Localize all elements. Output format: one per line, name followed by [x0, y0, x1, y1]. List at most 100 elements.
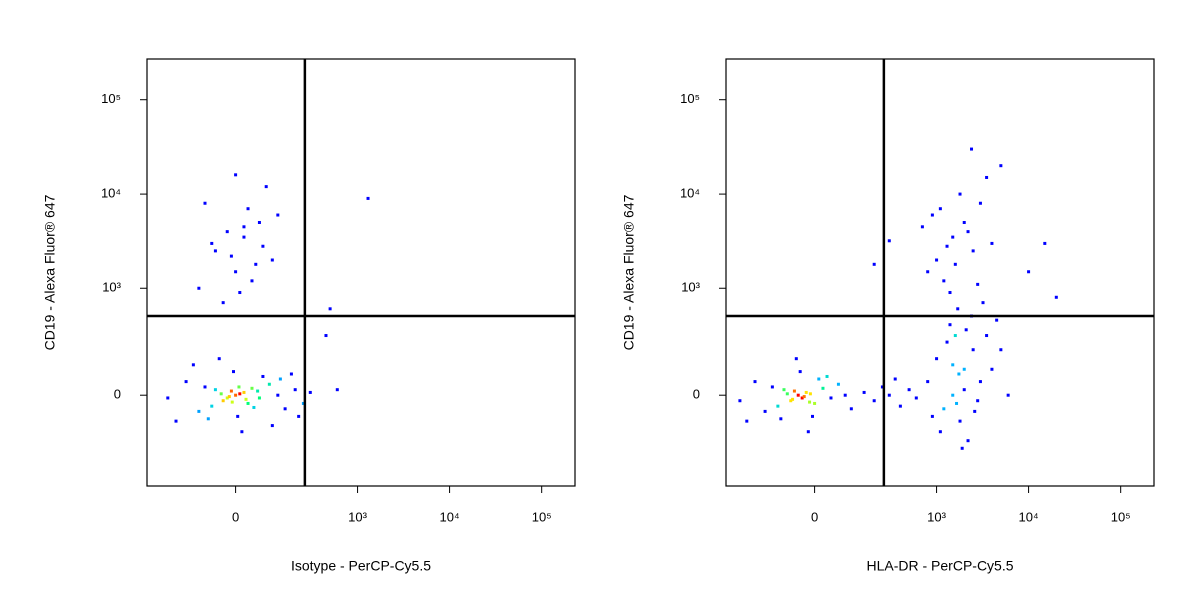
event-dot — [981, 301, 985, 305]
event-dot — [990, 367, 994, 371]
event-dot — [872, 262, 876, 266]
event-dot — [999, 164, 1003, 168]
event-dot — [250, 279, 254, 283]
event-dot — [821, 386, 825, 390]
event-dot — [261, 244, 265, 248]
event-dot — [930, 414, 934, 418]
event-dot — [794, 357, 798, 361]
event-dot — [237, 385, 241, 389]
event-dot — [887, 239, 891, 243]
event-dot — [197, 286, 201, 290]
event-dot — [953, 334, 957, 338]
event-dot — [817, 377, 821, 381]
event-dot — [945, 244, 949, 248]
x-tick-label: 10⁴ — [1019, 509, 1039, 524]
event-dot — [953, 262, 957, 266]
event-dot — [893, 377, 897, 381]
y-axis-label: CD19 - Alexa Fluor® 647 — [42, 194, 58, 350]
event-dot — [324, 334, 328, 338]
event-dot — [804, 390, 808, 394]
event-dot — [234, 173, 238, 177]
event-dot — [770, 385, 774, 389]
event-dot — [174, 419, 178, 423]
event-dot — [971, 249, 975, 253]
event-dot — [236, 414, 240, 418]
y-tick-label: 10⁵ — [101, 91, 121, 106]
event-dot — [301, 401, 305, 405]
plot-frame — [725, 58, 1155, 487]
event-dot — [229, 389, 233, 393]
event-dot — [955, 401, 959, 405]
event-dot — [203, 385, 207, 389]
event-dot — [920, 225, 924, 229]
event-dot — [962, 367, 966, 371]
event-dot — [221, 301, 225, 305]
event-dot — [267, 382, 271, 386]
event-dot — [210, 404, 214, 408]
event-dot — [753, 380, 757, 384]
y-tick-label: 10⁵ — [680, 91, 700, 106]
event-dot — [276, 213, 280, 217]
event-dot — [782, 388, 786, 392]
event-dot — [862, 390, 866, 394]
event-dot — [257, 396, 261, 400]
event-dot — [978, 201, 982, 205]
event-dot — [278, 377, 282, 381]
event-dot — [776, 404, 780, 408]
event-dot — [335, 388, 339, 392]
x-tick-label: 10⁴ — [440, 509, 460, 524]
event-dot — [930, 213, 934, 217]
event-dot — [219, 392, 223, 396]
event-dot — [270, 258, 274, 262]
x-tick-label: 10⁵ — [1111, 509, 1131, 524]
event-dot — [907, 388, 911, 392]
event-dot — [225, 396, 229, 400]
y-axis-label: CD19 - Alexa Fluor® 647 — [621, 194, 637, 350]
event-dot — [970, 147, 974, 151]
event-dot — [995, 318, 999, 322]
event-dot — [206, 417, 210, 421]
event-dot — [813, 401, 817, 405]
event-dot — [242, 235, 246, 239]
event-dot — [976, 399, 980, 403]
y-tick-label: 10³ — [681, 280, 700, 295]
event-dot — [328, 307, 332, 311]
x-tick-label: 10³ — [348, 509, 367, 524]
event-dot — [887, 393, 891, 397]
event-dot — [958, 419, 962, 423]
event-dot — [225, 230, 229, 234]
event-dot — [948, 291, 952, 295]
y-tick-label: 10⁴ — [680, 186, 700, 201]
event-dot — [964, 328, 968, 332]
event-dot — [971, 348, 975, 352]
event-dot — [217, 357, 221, 361]
event-dot — [227, 395, 231, 399]
event-dot — [1043, 241, 1047, 245]
event-dot — [796, 393, 800, 397]
event-dot — [779, 417, 783, 421]
event-dot — [264, 185, 268, 189]
event-dot — [935, 357, 939, 361]
event-dot — [240, 430, 244, 434]
event-dot — [257, 220, 261, 224]
event-dot — [1006, 393, 1010, 397]
event-dot — [244, 397, 248, 401]
event-dot — [990, 241, 994, 245]
event-dot — [945, 340, 949, 344]
event-dot — [221, 399, 225, 403]
event-dot — [197, 409, 201, 413]
event-dot — [926, 380, 930, 384]
event-dot — [978, 380, 982, 384]
event-dot — [1027, 270, 1031, 274]
event-dot — [254, 262, 258, 266]
event-dot — [792, 389, 796, 393]
event-dot — [242, 390, 246, 394]
event-dot — [976, 282, 980, 286]
event-dot — [191, 363, 195, 367]
event-dot — [238, 291, 242, 295]
event-dot — [942, 407, 946, 411]
y-tick-label: 10³ — [102, 280, 121, 295]
event-dot — [184, 380, 188, 384]
x-tick-label: 10⁵ — [532, 509, 552, 524]
